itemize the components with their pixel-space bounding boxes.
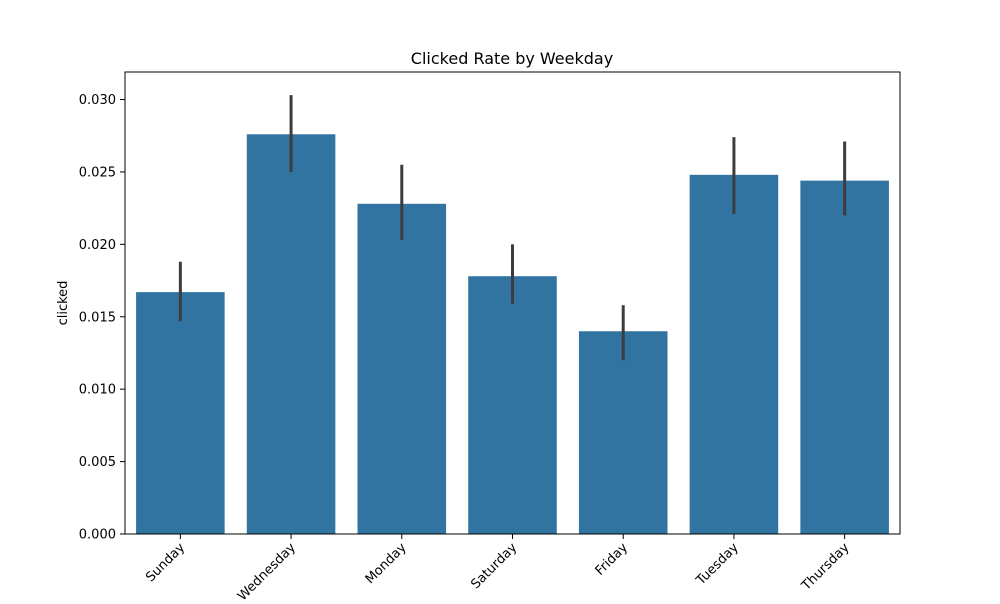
x-tick-label: Thursday <box>798 540 852 594</box>
bar-wednesday <box>246 134 336 534</box>
x-tick-label: Saturday <box>468 540 520 592</box>
bar-sunday <box>136 292 225 534</box>
bar-monday <box>357 203 447 535</box>
y-tick-label: 0.025 <box>79 165 116 180</box>
y-axis: 0.000 0.005 0.010 0.015 0.020 0.025 0.030 <box>79 93 125 543</box>
chart-title: Clicked Rate by Weekday <box>411 49 613 68</box>
bar-saturday <box>468 276 557 534</box>
x-tick-label: Monday <box>363 540 410 587</box>
bar-tuesday <box>689 174 779 535</box>
bars-layer <box>136 134 889 535</box>
x-tick-label: Wednesday <box>235 540 299 600</box>
x-tick-label: Tuesday <box>693 540 742 589</box>
error-bars-layer <box>178 95 847 361</box>
y-tick-label: 0.000 <box>79 528 116 543</box>
y-tick-label: 0.015 <box>79 310 116 325</box>
bar-friday <box>578 331 668 534</box>
y-tick-label: 0.020 <box>79 238 116 253</box>
x-tick-label: Sunday <box>143 540 188 585</box>
y-tick-label: 0.030 <box>79 93 116 108</box>
bar-thursday <box>800 180 889 534</box>
y-tick-label: 0.010 <box>79 383 116 398</box>
x-tick-label: Friday <box>593 540 632 579</box>
y-axis-label: clicked <box>56 281 71 326</box>
plot-frame <box>124 71 901 535</box>
y-tick-label: 0.005 <box>79 455 116 470</box>
x-axis: Sunday Wednesday Monday Saturday Friday Tuesd… <box>143 534 853 604</box>
